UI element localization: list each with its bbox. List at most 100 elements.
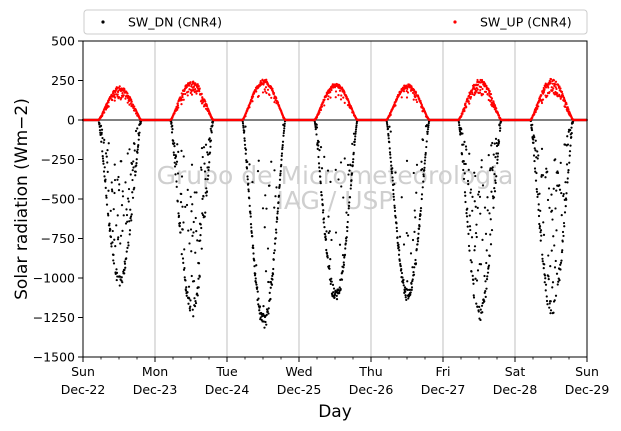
sw-dn-point (133, 142, 136, 146)
sw-dn-point (561, 230, 565, 234)
sw-dn-point (108, 224, 111, 227)
sw-dn-point (120, 276, 123, 279)
sw-dn-point (280, 163, 283, 167)
sw-up-point (551, 82, 555, 85)
sw-up-point (476, 78, 479, 82)
sw-dn-point (194, 251, 197, 254)
sw-dn-point (426, 128, 430, 131)
sw-up-point (251, 100, 254, 103)
sw-dn-point (246, 178, 249, 181)
sw-dn-point (535, 156, 538, 159)
sw-dn-point (532, 134, 535, 137)
sw-dn-point (321, 198, 324, 201)
sw-up-point (194, 88, 197, 91)
sw-dn-point (171, 124, 174, 127)
sw-dn-point (128, 233, 131, 236)
sw-up-point (561, 94, 565, 97)
sw-dn-point (128, 220, 131, 223)
sw-dn-point (417, 232, 420, 235)
sw-dn-point (102, 170, 106, 173)
sw-dn-point (101, 155, 104, 158)
sw-dn-point (492, 153, 495, 156)
sw-dn-point (355, 124, 358, 127)
watermark-line-1: Grupo de Micrometeorologia (157, 161, 514, 190)
sw-up-point (536, 107, 539, 110)
sw-dn-point (490, 228, 494, 232)
sw-dn-point (563, 225, 566, 228)
sw-dn-point (126, 152, 129, 155)
sw-dn-point (470, 236, 474, 239)
sw-dn-point (546, 303, 549, 306)
sw-dn-point (280, 154, 283, 157)
sw-dn-point (393, 183, 396, 186)
sw-dn-point (264, 270, 268, 273)
sw-dn-point (198, 275, 201, 278)
sw-dn-point (102, 162, 105, 165)
sw-dn-point (561, 249, 564, 252)
sw-up-point (121, 92, 124, 95)
sw-dn-point (258, 309, 261, 312)
sw-dn-point (132, 166, 135, 169)
sw-dn-point (325, 230, 328, 233)
sw-up-point (413, 93, 416, 96)
y-tick-label: −1000 (33, 271, 75, 286)
sw-dn-point (203, 215, 206, 218)
series-sw-dn (81, 118, 588, 329)
sw-dn-point (563, 211, 567, 214)
sw-up-point (268, 93, 271, 97)
sw-dn-point (477, 310, 480, 313)
sw-dn-point (484, 232, 488, 235)
sw-dn-point (560, 250, 564, 254)
sw-up-point (124, 97, 127, 100)
sw-up-point (190, 93, 194, 96)
sw-dn-point (207, 169, 210, 172)
sw-up-point (275, 97, 278, 100)
sw-up-point (479, 88, 482, 92)
sw-dn-point (414, 262, 418, 265)
sw-dn-point (354, 135, 357, 138)
sw-up-point (180, 98, 184, 102)
sw-dn-point (182, 268, 186, 271)
sw-dn-point (249, 223, 253, 226)
sw-dn-point (125, 213, 129, 217)
sw-dn-point (458, 124, 461, 127)
x-tick-label-date: Dec-28 (493, 382, 538, 397)
sw-dn-point (117, 236, 120, 239)
sw-dn-point (474, 231, 478, 235)
sw-dn-point (411, 238, 415, 242)
sw-up-point (330, 88, 333, 92)
sw-dn-point (551, 281, 555, 284)
sw-dn-point (462, 168, 465, 172)
sw-dn-point (116, 178, 119, 181)
sw-dn-point (319, 146, 323, 149)
sw-dn-point (265, 207, 268, 210)
sw-dn-point (130, 219, 133, 222)
sw-dn-point (112, 253, 115, 256)
sw-dn-point (480, 159, 483, 162)
sw-up-point (552, 87, 555, 90)
sw-dn-point (414, 258, 417, 262)
sw-up-point (551, 89, 554, 92)
sw-dn-point (172, 139, 175, 143)
sw-dn-point (281, 140, 285, 143)
sw-dn-point (494, 156, 497, 159)
sw-dn-point (243, 143, 247, 146)
sw-up-point (122, 94, 125, 97)
sw-up-point (476, 88, 479, 91)
watermark: Grupo de Micrometeorologia IAG / USP (157, 161, 514, 215)
sw-dn-point (174, 173, 177, 176)
sw-dn-point (108, 222, 111, 225)
sw-up-point (265, 78, 268, 81)
sw-dn-point (497, 140, 501, 143)
sw-dn-point (484, 280, 487, 283)
sw-up-point (334, 96, 337, 99)
sw-dn-point (351, 161, 355, 164)
sw-dn-point (498, 124, 501, 127)
sw-dn-point (116, 214, 119, 217)
sw-dn-point (344, 247, 347, 250)
sw-dn-point (540, 175, 543, 178)
sw-dn-point (190, 210, 193, 213)
sw-dn-point (465, 148, 468, 151)
sw-dn-point (535, 190, 539, 193)
sw-dn-point (479, 212, 482, 215)
